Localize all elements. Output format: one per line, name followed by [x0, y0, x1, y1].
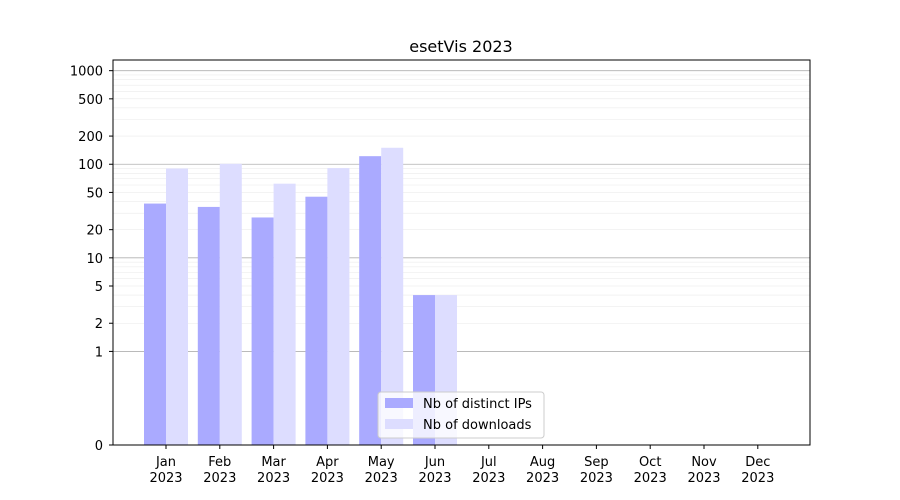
- x-tick-label-year: 2023: [741, 471, 774, 486]
- bar-nb-of-downloads-mar: [273, 183, 296, 445]
- legend-label-distinct-ips: Nb of distinct IPs: [423, 397, 532, 412]
- legend: Nb of distinct IPs Nb of downloads: [377, 391, 545, 439]
- x-tick-label-year: 2023: [311, 471, 344, 486]
- bar-nb-of-downloads-jan: [166, 168, 188, 445]
- x-tick-label-year: 2023: [149, 471, 182, 486]
- y-tick-label: 1: [95, 345, 103, 360]
- plot-area-frame: [112, 59, 811, 446]
- x-tick-label-month: Oct: [639, 455, 661, 470]
- x-tick-label-month: Sep: [584, 455, 609, 470]
- y-tick-label: 20: [86, 224, 103, 239]
- bar-nb-of-distinct-ips-apr: [305, 196, 328, 445]
- x-tick-label-year: 2023: [634, 471, 667, 486]
- x-tick-label-year: 2023: [687, 471, 720, 486]
- x-tick-label-year: 2023: [472, 471, 505, 486]
- y-tick-label: 100: [78, 158, 103, 173]
- y-axis-ticks: 0 1 2 5 10 20 50 100 200 500 1000: [70, 65, 113, 454]
- x-tick-label-year: 2023: [418, 471, 451, 486]
- y-tick-label: 50: [86, 186, 103, 201]
- y-tick-label: 500: [78, 93, 103, 108]
- legend-swatch-distinct-ips: [385, 398, 413, 408]
- x-tick-label-month: Feb: [208, 455, 231, 470]
- x-tick-label-month: Jan: [155, 455, 176, 470]
- x-tick-label-month: Nov: [691, 455, 717, 470]
- x-tick-label-year: 2023: [257, 471, 290, 486]
- y-tick-label: 0: [95, 439, 103, 454]
- y-tick-label: 2: [95, 317, 103, 332]
- x-axis-ticks: Jan2023Feb2023Mar2023Apr2023May2023Jun20…: [149, 445, 774, 486]
- bar-nb-of-downloads-may: [381, 147, 404, 445]
- legend-box: [377, 391, 545, 439]
- legend-swatch-downloads: [385, 419, 413, 429]
- y-tick-label: 10: [86, 252, 103, 267]
- x-tick-label-month: Aug: [530, 455, 555, 470]
- x-tick-label-year: 2023: [580, 471, 613, 486]
- x-tick-label-month: Apr: [316, 455, 339, 470]
- y-tick-label: 5: [95, 280, 103, 295]
- bar-nb-of-distinct-ips-feb: [197, 206, 220, 445]
- y-tick-label: 200: [78, 130, 103, 145]
- x-tick-label-month: Jul: [480, 455, 497, 470]
- bar-nb-of-downloads-apr: [327, 168, 350, 445]
- x-tick-label-month: Dec: [745, 455, 770, 470]
- x-tick-label-month: Jun: [424, 455, 445, 470]
- x-tick-label-month: Mar: [261, 455, 286, 470]
- legend-label-downloads: Nb of downloads: [423, 418, 532, 433]
- bar-nb-of-distinct-ips-may: [359, 156, 382, 445]
- x-tick-label-month: May: [368, 455, 395, 470]
- x-tick-label-year: 2023: [203, 471, 236, 486]
- bars-group: [144, 147, 457, 445]
- x-tick-label-year: 2023: [365, 471, 398, 486]
- chart-title: esetVis 2023: [409, 37, 512, 56]
- bar-nb-of-distinct-ips-mar: [251, 217, 274, 445]
- bar-nb-of-distinct-ips-jan: [144, 203, 166, 445]
- y-tick-label: 1000: [70, 65, 103, 80]
- bar-nb-of-downloads-feb: [219, 163, 242, 445]
- x-tick-label-year: 2023: [526, 471, 559, 486]
